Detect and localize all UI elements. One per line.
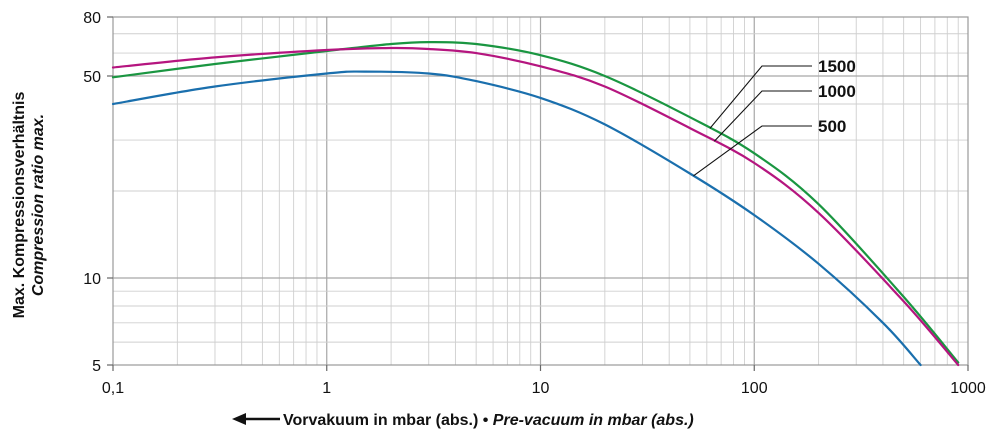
y-tick-label: 10	[83, 271, 101, 288]
legend-label-1000: 1000	[818, 82, 856, 101]
x-tick-label: 10	[532, 380, 550, 397]
x-axis-arrow-head	[232, 413, 246, 425]
y-tick-label: 5	[92, 358, 101, 375]
x-tick-labels: 0,1 1 10 100 1000	[102, 365, 986, 397]
series-line-1000	[111, 46, 960, 367]
y-tick-label: 50	[83, 69, 101, 86]
legend: 1500 1000 500	[693, 57, 856, 177]
x-tick-label: 100	[741, 380, 768, 397]
y-tick-label: 80	[83, 10, 101, 27]
x-axis-title-part1: Vorvakuum in mbar (abs.) •	[283, 412, 493, 429]
y-tick-labels: 5 10 50 80	[83, 10, 113, 375]
x-axis-title: Vorvakuum in mbar (abs.) • Pre-vacuum in…	[232, 412, 694, 429]
series-line-1500	[111, 40, 960, 364]
x-tick-label: 1000	[950, 380, 986, 397]
legend-label-1500: 1500	[818, 57, 856, 76]
legend-leader-line-1000	[713, 90, 812, 142]
series-lines	[111, 40, 960, 367]
legend-leader-line-1500	[709, 65, 812, 129]
series-line-500	[111, 70, 922, 367]
x-axis-title-text: Vorvakuum in mbar (abs.) • Pre-vacuum in…	[283, 412, 694, 429]
legend-label-500: 500	[818, 117, 846, 136]
legend-leader-line-500	[693, 125, 812, 177]
y-axis-title: Max. Kompressionsverhältnis Compression …	[11, 92, 47, 319]
x-tick-label: 1	[322, 380, 331, 397]
x-axis-title-part2: Pre-vacuum in mbar (abs.)	[493, 412, 694, 429]
grid	[113, 17, 968, 365]
y-axis-title-line2: Compression ratio max.	[30, 114, 47, 296]
y-axis-title-line1: Max. Kompressionsverhältnis	[11, 92, 28, 319]
x-tick-label: 0,1	[102, 380, 124, 397]
